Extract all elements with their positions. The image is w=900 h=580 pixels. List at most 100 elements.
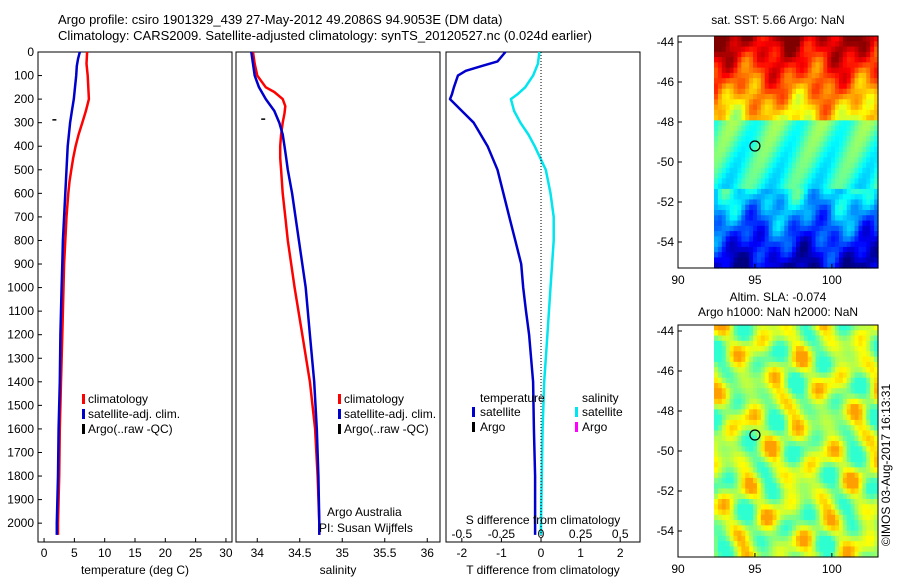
legend-swatch: [472, 422, 475, 432]
sla-map-title: Altim. SLA: -0.074: [730, 290, 827, 304]
series-line-satellite-adj-clim-: [55, 51, 82, 535]
legend-entry: Argo(..raw -QC): [344, 422, 429, 436]
sla-map-lat-label: -46: [657, 364, 675, 378]
s-tick-label: 0.5: [612, 527, 629, 541]
legend-header: temperature: [480, 391, 545, 405]
x-tick-label: 36: [421, 546, 435, 560]
sst-map-field: [714, 36, 879, 269]
legend-swatch: [82, 394, 85, 404]
profile-panel-frame: [37, 51, 233, 543]
legend-entry: Argo: [582, 420, 608, 434]
annotation-text: PI: Susan Wijffels: [319, 521, 413, 535]
series-line-temperature-satellite: [448, 51, 537, 535]
depth-tick-label: 800: [14, 233, 34, 247]
profile-panel-frame: [445, 51, 641, 543]
series-line-satellite-adj-clim-: [250, 51, 321, 535]
legend-entry: satellite-adj. clim.: [344, 407, 436, 421]
legend-entry: satellite: [480, 405, 521, 419]
annotation-text: Argo Australia: [327, 505, 402, 519]
sla-map-lat-label: -52: [657, 484, 675, 498]
legend-swatch: [338, 424, 341, 434]
s-axis-label: S difference from climatology: [466, 513, 621, 527]
sla-map-lon-label: 100: [822, 562, 842, 576]
x-tick-label: 0: [538, 546, 545, 560]
x-tick-label: 20: [159, 546, 173, 560]
legend-swatch: [472, 407, 475, 417]
x-axis-label: salinity: [320, 563, 357, 577]
sst-map-lon-label: 95: [748, 273, 762, 287]
legend-entry: climatology: [88, 392, 148, 406]
sla-map-subtitle: Argo h1000: NaN h2000: NaN: [698, 305, 858, 319]
sla-map-lat-label: -50: [657, 444, 675, 458]
depth-tick-label: 900: [14, 257, 34, 271]
x-tick-label: 34.5: [288, 546, 312, 560]
imos-credit: ©IMOS 03-Aug-2017 16:13:31: [879, 384, 893, 547]
x-tick-label: 25: [189, 546, 203, 560]
legend-entry: climatology: [344, 392, 404, 406]
sla-map-lat-label: -44: [657, 324, 675, 338]
profile-panel-frame: [235, 51, 441, 543]
depth-tick-label: 500: [14, 163, 34, 177]
legend-swatch: [338, 394, 341, 404]
legend-swatch: [82, 409, 85, 419]
depth-tick-label: 1800: [7, 469, 34, 483]
depth-tick-label: 1700: [7, 445, 34, 459]
x-tick-label: 30: [219, 546, 233, 560]
legend-entry: satellite-adj. clim.: [88, 407, 180, 421]
series-line-salinity-satellite: [509, 51, 555, 535]
x-tick-label: 35.5: [373, 546, 397, 560]
s-tick-label: 0: [538, 527, 545, 541]
depth-tick-label: 200: [14, 92, 34, 106]
x-tick-label: -2: [457, 546, 468, 560]
x-axis-label: T difference from climatology: [466, 563, 620, 577]
x-axis-label: temperature (deg C): [81, 563, 189, 577]
sla-map-argo-location-marker: [749, 429, 761, 441]
depth-tick-label: 400: [14, 139, 34, 153]
depth-tick-label: 1100: [8, 304, 34, 318]
depth-tick-label: 1900: [7, 493, 34, 507]
x-tick-label: 35: [336, 546, 350, 560]
sla-map-lat-label: -48: [657, 404, 675, 418]
depth-tick-label: 1200: [7, 328, 34, 342]
s-tick-label: -0.5: [451, 527, 472, 541]
sst-map-title: sat. SST: 5.66 Argo: NaN: [711, 13, 844, 27]
sla-map-lon-label: 95: [748, 562, 762, 576]
legend-header: salinity: [582, 391, 619, 405]
sst-map-lon-label: 90: [671, 273, 685, 287]
legend-swatch: [575, 407, 578, 417]
x-tick-label: 15: [128, 546, 142, 560]
x-tick-label: 2: [617, 546, 624, 560]
depth-tick-label: 600: [14, 186, 34, 200]
figure-title-line2: Climatology: CARS2009. Satellite-adjuste…: [58, 28, 593, 43]
sst-map-lat-label: -54: [657, 235, 675, 249]
legend-swatch: [82, 424, 85, 434]
depth-tick-label: 1300: [7, 351, 34, 365]
x-tick-label: 0: [41, 546, 48, 560]
depth-tick-label: 1400: [7, 375, 34, 389]
depth-tick-label: 100: [14, 69, 34, 83]
x-tick-label: 10: [98, 546, 112, 560]
x-tick-label: 1: [577, 546, 584, 560]
x-tick-label: 5: [71, 546, 78, 560]
sla-map-field: [714, 325, 879, 558]
depth-tick-label: 300: [14, 116, 34, 130]
sst-map-lat-label: -52: [657, 195, 675, 209]
series-line-climatology: [251, 51, 321, 535]
depth-tick-label: 1500: [7, 398, 34, 412]
sst-map-lon-label: 100: [822, 273, 842, 287]
depth-tick-label: 1000: [7, 281, 34, 295]
sst-map-lat-label: -50: [657, 155, 675, 169]
sst-map-frame: [677, 35, 879, 269]
legend-entry: satellite: [582, 405, 623, 419]
depth-tick-label: 1600: [7, 422, 34, 436]
depth-tick-label: 700: [14, 210, 34, 224]
sla-map-lat-label: -54: [657, 524, 675, 538]
sst-map-lat-label: -48: [657, 115, 675, 129]
figure-title-line1: Argo profile: csiro 1901329_439 27-May-2…: [58, 12, 503, 27]
sla-map-frame: [677, 324, 879, 558]
x-tick-label: 34: [251, 546, 265, 560]
legend-entry: Argo(..raw -QC): [88, 422, 173, 436]
s-tick-label: -0.25: [488, 527, 516, 541]
legend-swatch: [338, 409, 341, 419]
